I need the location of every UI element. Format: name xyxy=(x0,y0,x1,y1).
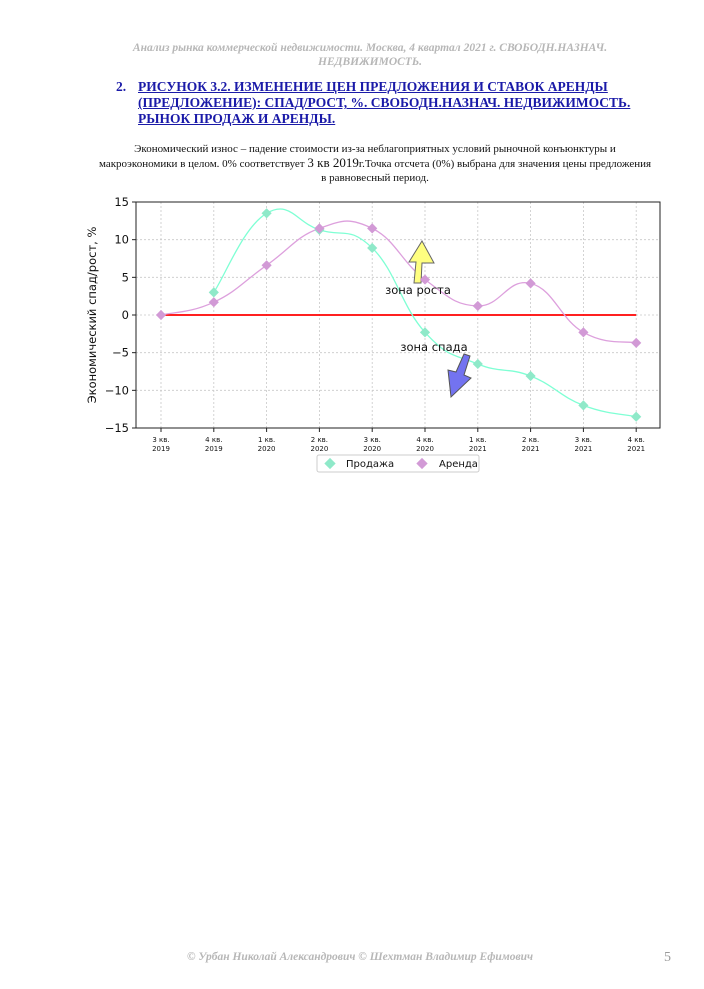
figure-title: 2. РИСУНОК 3.2. ИЗМЕНЕНИЕ ЦЕН ПРЕДЛОЖЕНИ… xyxy=(116,79,676,127)
x-tick-label-quarter: 1 кв. xyxy=(469,436,486,444)
data-point-rent xyxy=(261,260,272,271)
legend-marker-sales xyxy=(324,457,336,470)
description-part-2: г.Точка отсчета (0%) выбрана для значени… xyxy=(321,158,652,184)
figure-description: Экономический износ – падение стоимости … xyxy=(95,142,655,185)
x-tick-label-quarter: 2 кв. xyxy=(311,436,328,444)
data-point-rent xyxy=(472,300,483,312)
footer-authors: © Урбан Николай Александрович © Шехтман … xyxy=(186,951,534,963)
x-tick-label-year: 2020 xyxy=(416,445,434,453)
x-tick-label-quarter: 3 кв. xyxy=(364,436,381,444)
y-axis: 15 10 5 0 −5 −10 −15 xyxy=(105,195,136,435)
legend: Продажа Аренда xyxy=(316,454,480,473)
y-tick-label: 5 xyxy=(122,270,129,284)
data-point-sales xyxy=(525,370,536,382)
description-reference-period: 3 кв 2019 xyxy=(307,155,359,170)
x-tick-label-quarter: 4 кв. xyxy=(205,436,222,444)
x-tick-label-quarter: 3 кв. xyxy=(575,436,592,444)
y-tick-label: 0 xyxy=(122,308,129,322)
x-tick-label-quarter: 3 кв. xyxy=(152,436,169,444)
data-point-rent xyxy=(367,223,378,234)
x-tick-label-year: 2021 xyxy=(574,445,592,453)
series-lines xyxy=(160,208,637,418)
data-point-sales xyxy=(261,208,272,219)
header-line-2: НЕДВИЖИМОСТЬ. xyxy=(318,56,422,68)
header-line-1: Анализ рынка коммерческой недвижимости. … xyxy=(132,42,608,54)
y-tick-label: 15 xyxy=(114,195,129,209)
y-tick-label: −15 xyxy=(105,421,129,435)
decline-zone-label: зона спада xyxy=(400,340,467,354)
figure-number: 2. xyxy=(116,79,127,94)
data-point-rent xyxy=(525,278,536,289)
zone-arrows xyxy=(408,240,472,399)
y-tick-label: 10 xyxy=(114,233,129,247)
data-point-sales xyxy=(631,411,642,422)
legend-label-rent: Аренда xyxy=(439,459,478,470)
x-tick-label-year: 2019 xyxy=(205,445,223,453)
x-tick-label-year: 2020 xyxy=(258,445,276,453)
x-tick-label-quarter: 4 кв. xyxy=(416,436,433,444)
data-point-sales xyxy=(419,327,431,338)
x-tick-label-year: 2020 xyxy=(363,445,381,453)
data-point-rent xyxy=(419,274,431,285)
data-point-sales xyxy=(208,287,219,298)
legend-box xyxy=(316,454,480,473)
x-tick-label-year: 2021 xyxy=(627,445,645,453)
legend-label-sales: Продажа xyxy=(346,459,394,470)
data-point-sales xyxy=(578,400,589,411)
x-tick-label-year: 2021 xyxy=(469,445,487,453)
x-tick-label-quarter: 1 кв. xyxy=(258,436,275,444)
figure-title-text: РИСУНОК 3.2. ИЗМЕНЕНИЕ ЦЕН ПРЕДЛОЖЕНИЯ И… xyxy=(138,79,631,126)
description-part-1: Экономический износ – падение стоимости … xyxy=(98,143,616,170)
document-header: Анализ рынка коммерческой недвижимости. … xyxy=(90,41,650,69)
x-tick-label-year: 2019 xyxy=(152,445,170,453)
series-line-rent xyxy=(160,220,637,344)
decline-arrow-icon xyxy=(447,353,472,399)
y-tick-label: −5 xyxy=(112,346,129,360)
legend-marker-rent xyxy=(416,457,428,470)
data-point-rent xyxy=(208,297,219,308)
data-point-rent xyxy=(631,337,642,348)
x-tick-label-quarter: 4 кв. xyxy=(628,436,645,444)
data-point-rent xyxy=(155,309,167,321)
data-point-sales xyxy=(472,358,483,370)
data-point-rent xyxy=(578,327,589,338)
x-tick-label-year: 2021 xyxy=(522,445,540,453)
growth-arrow-icon xyxy=(408,240,435,284)
growth-zone-label: зона роста xyxy=(385,283,451,297)
economic-change-chart: зона роста зона спада 15 10 5 0 −5 −10 −15 3 к… xyxy=(85,195,661,473)
y-tick-label: −10 xyxy=(105,383,129,397)
x-tick-label-year: 2020 xyxy=(310,445,328,453)
page-number: 5 xyxy=(664,950,671,965)
data-point-rent xyxy=(314,223,325,234)
y-axis-label: Экономический спад/рост, % xyxy=(85,227,99,404)
series-line-sales xyxy=(213,208,637,418)
x-tick-label-quarter: 2 кв. xyxy=(522,436,539,444)
